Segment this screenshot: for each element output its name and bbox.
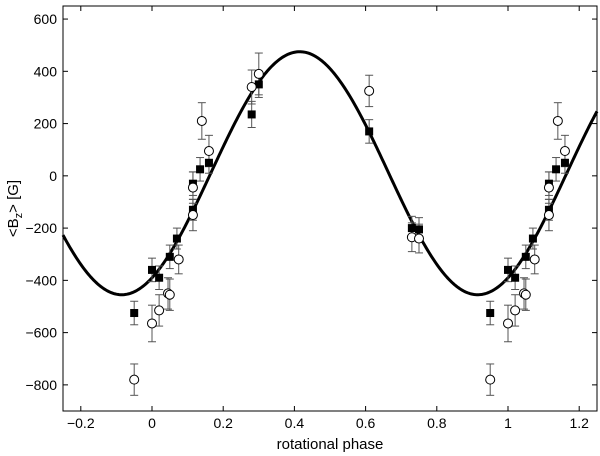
y-tick-label: −800	[25, 377, 57, 393]
data-point-circle	[414, 233, 424, 244]
data-point-circle	[147, 318, 157, 329]
data-point-square	[544, 205, 553, 214]
data-point-circle	[154, 305, 165, 316]
data-point-circle	[510, 305, 521, 316]
fit-curve-line	[61, 50, 599, 297]
data-point-circle	[543, 182, 554, 193]
x-axis-label: rotational phase	[277, 436, 384, 453]
data-point-square	[254, 80, 263, 89]
data-point-square	[196, 165, 205, 174]
data-point-square	[560, 158, 569, 167]
data-point-circle	[173, 254, 184, 265]
x-tick-label: 0.8	[427, 415, 447, 431]
data-point-square	[365, 127, 374, 136]
data-point-circle	[485, 374, 496, 385]
data-point-circle	[520, 289, 531, 300]
data-point-square	[528, 234, 537, 243]
x-tick-label: 0.6	[356, 415, 376, 431]
y-axis-label-post: > [G]	[5, 180, 22, 213]
data-point-square	[511, 273, 520, 282]
data-point-square	[415, 225, 423, 234]
data-point-circle	[187, 210, 198, 221]
data-point-circle	[196, 115, 207, 126]
y-tick-label: −600	[25, 325, 57, 341]
data-point-circle	[129, 374, 140, 385]
y-axis-label-subscript: z	[13, 213, 25, 219]
plot-frame	[62, 5, 598, 412]
data-point-circle	[543, 210, 554, 221]
x-tick-label: 1	[504, 415, 512, 431]
x-ticks-layer: −0.2 0 0.2 0.4 0.6 0.8 1 1.2	[67, 6, 589, 431]
data-point-circle	[552, 115, 563, 126]
data-point-circle	[203, 146, 214, 157]
x-tick-label: −0.2	[67, 415, 95, 431]
data-point-square	[486, 309, 495, 318]
data-point-circle	[246, 82, 257, 92]
data-point-square	[521, 252, 530, 261]
data-point-square	[172, 234, 181, 243]
data-point-square	[204, 158, 213, 167]
y-tick-label: −200	[25, 220, 57, 236]
data-point-circle	[253, 68, 264, 79]
x-tick-label: 0	[148, 415, 156, 431]
data-point-circle	[503, 318, 513, 329]
data-point-square	[188, 205, 197, 214]
markers-layer	[129, 68, 570, 385]
y-axis-label-pre: <B	[5, 218, 22, 237]
fit-curve-layer	[61, 50, 599, 297]
y-tick-label: 400	[34, 63, 58, 79]
y-axis-label: <Bz> [G]	[5, 180, 25, 237]
y-tick-label: −400	[25, 272, 57, 288]
x-tick-label: 1.2	[569, 415, 589, 431]
data-point-circle	[559, 146, 570, 157]
data-point-square	[407, 224, 416, 233]
data-point-square	[504, 265, 512, 274]
y-tick-label: 200	[34, 116, 58, 132]
data-point-circle	[364, 85, 375, 96]
data-point-square	[165, 252, 174, 261]
data-point-square	[148, 265, 156, 274]
data-point-square	[130, 309, 139, 318]
data-point-circle	[529, 254, 540, 265]
data-point-square	[155, 273, 164, 282]
y-ticks-layer: −800 −600 −400 −200 0 200 400 600	[25, 11, 597, 393]
y-tick-label: 600	[34, 11, 58, 27]
data-point-square	[247, 110, 256, 119]
data-point-circle	[164, 289, 175, 300]
x-tick-label: 0.2	[213, 415, 233, 431]
error-bars-layer	[130, 52, 569, 396]
data-point-circle	[187, 182, 198, 193]
x-tick-label: 0.4	[285, 415, 305, 431]
data-point-square	[552, 165, 561, 174]
y-tick-label: 0	[49, 168, 57, 184]
